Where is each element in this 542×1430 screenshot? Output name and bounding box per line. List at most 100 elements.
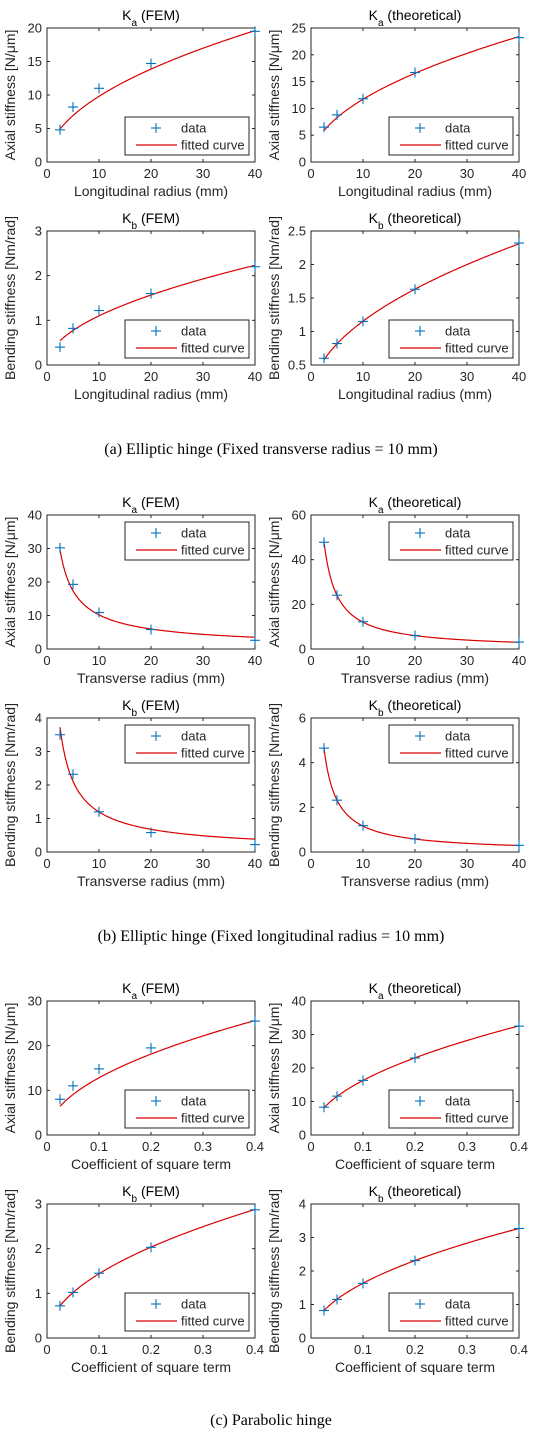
y-tick-label: 1	[35, 1286, 42, 1301]
legend-box	[388, 724, 514, 764]
y-tick-label: 2.5	[288, 224, 306, 239]
x-axis-label: Transverse radius (mm)	[341, 873, 489, 889]
chart-title: Kb (FEM)	[122, 210, 180, 232]
caption-b: (b) Elliptic hinge (Fixed longitudinal r…	[97, 928, 445, 945]
x-tick-label: 30	[196, 166, 210, 181]
x-tick-label: 0	[307, 653, 314, 668]
data-point	[250, 1016, 260, 1027]
y-tick-label: 5	[299, 128, 306, 143]
y-tick-label: 20	[292, 47, 306, 62]
data-point	[68, 1080, 78, 1091]
data-point	[94, 806, 104, 817]
data-point	[514, 238, 524, 249]
fitted-curve-line	[59, 549, 255, 638]
x-tick-label: 20	[408, 856, 422, 871]
x-axis-label: Coefficient of square term	[71, 1156, 231, 1172]
y-tick-label: 2	[35, 778, 42, 793]
chart-panel-11: 0 0.1 0.2 0.3 0.4 0 1 2 3 Kb (FEM) Coefficient of …	[2, 1183, 264, 1375]
y-tick-label: 20	[28, 21, 42, 36]
data-point	[410, 67, 420, 78]
fitted-curve-line	[323, 1025, 519, 1109]
data-point	[94, 305, 104, 316]
chart-title: Kb (theoretical)	[369, 697, 462, 719]
x-tick-label: 40	[512, 369, 526, 384]
x-tick-label: 30	[460, 166, 474, 181]
data-point	[514, 1021, 524, 1032]
legend-box	[388, 116, 514, 156]
data-point	[358, 1075, 368, 1086]
fitted-curve-line	[323, 541, 519, 643]
data-point	[146, 1242, 156, 1253]
data-point	[146, 827, 156, 838]
y-tick-label: 1	[35, 313, 42, 328]
x-tick-label: 40	[512, 166, 526, 181]
data-point	[332, 590, 342, 601]
x-tick-label: 30	[460, 856, 474, 871]
legend: data fitted curve	[124, 1292, 250, 1332]
data-point	[146, 58, 156, 69]
data-point	[146, 288, 156, 299]
y-axis-label: Axial stiffness [N/μm]	[266, 1003, 282, 1134]
legend-fit-label: fitted curve	[445, 1111, 509, 1126]
data-point	[358, 316, 368, 327]
x-tick-label: 0.3	[194, 1139, 212, 1154]
x-tick-label: 40	[512, 653, 526, 668]
y-tick-label: 0	[35, 642, 42, 657]
chart-title: Kb (FEM)	[122, 1183, 180, 1205]
y-tick-label: 40	[292, 994, 306, 1009]
data-point	[146, 624, 156, 635]
legend-fit-label: fitted curve	[181, 746, 245, 761]
data-point	[410, 833, 420, 844]
fitted-curve-line	[323, 35, 519, 132]
data-point	[319, 1102, 329, 1113]
fitted-curve-line	[323, 1227, 519, 1312]
fitted-curve-line	[323, 243, 519, 361]
y-tick-label: 20	[292, 597, 306, 612]
chart-panel-10: 0 0.1 0.2 0.3 0.4 0 10 20 30 40 Ka (theoretical) Co…	[266, 980, 528, 1172]
y-tick-label: 1	[299, 1297, 306, 1312]
x-tick-label: 40	[248, 653, 262, 668]
x-axis-label: Longitudinal radius (mm)	[74, 386, 228, 402]
x-tick-label: 10	[356, 653, 370, 668]
legend-box	[124, 319, 250, 359]
y-axis-label: Bending stiffness [Nm/rad]	[2, 216, 18, 380]
y-tick-label: 25	[292, 21, 306, 36]
data-point	[332, 795, 342, 806]
x-tick-label: 0.4	[510, 1342, 528, 1357]
legend: data fitted curve	[388, 1292, 514, 1332]
x-tick-label: 20	[144, 166, 158, 181]
data-point	[319, 537, 329, 548]
fitted-curve-line	[59, 1208, 255, 1307]
data-point	[410, 630, 420, 641]
y-tick-label: 15	[28, 54, 42, 69]
y-tick-label: 10	[28, 1083, 42, 1098]
legend-fit-label: fitted curve	[445, 1314, 509, 1329]
y-tick-label: 4	[299, 1197, 306, 1212]
legend-box	[388, 521, 514, 561]
x-axis-label: Coefficient of square term	[335, 1359, 495, 1375]
y-tick-label: 3	[35, 224, 42, 239]
x-tick-label: 10	[92, 369, 106, 384]
y-tick-label: 0	[35, 1331, 42, 1346]
legend-fit-label: fitted curve	[445, 543, 509, 558]
legend-fit-label: fitted curve	[181, 1314, 245, 1329]
legend: data fitted curve	[124, 1089, 250, 1129]
y-tick-label: 30	[28, 994, 42, 1009]
data-point	[332, 1091, 342, 1102]
x-tick-label: 0.3	[458, 1139, 476, 1154]
x-axis-label: Longitudinal radius (mm)	[74, 183, 228, 199]
legend-fit-label: fitted curve	[181, 1111, 245, 1126]
x-tick-label: 20	[408, 166, 422, 181]
x-tick-label: 40	[248, 369, 262, 384]
x-tick-label: 0	[43, 653, 50, 668]
y-tick-label: 2	[299, 800, 306, 815]
x-tick-label: 10	[356, 166, 370, 181]
y-tick-label: 0	[35, 358, 42, 373]
legend: data fitted curve	[388, 1089, 514, 1129]
legend-data-label: data	[445, 729, 471, 744]
legend-box	[124, 724, 250, 764]
x-tick-label: 20	[144, 653, 158, 668]
x-tick-label: 20	[144, 856, 158, 871]
chart-panel-5: 0 10 20 30 40 0 10 20 30 40 Ka (FEM) Transverse rad…	[2, 494, 262, 686]
